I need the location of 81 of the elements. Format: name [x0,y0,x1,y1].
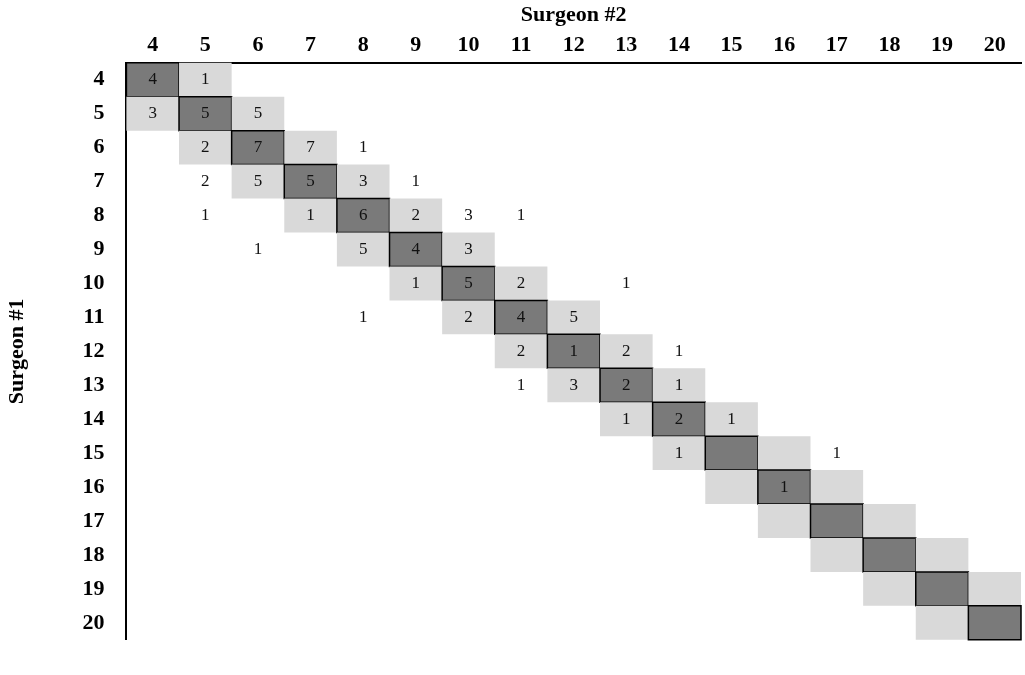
data-label: 2 [622,340,631,360]
data-label: 4 [411,238,421,258]
data-label: 5 [464,272,473,292]
x-tick-label: 9 [410,31,422,57]
y-tick-label: 15 [82,438,105,464]
data-label: 5 [253,103,263,123]
data-label: 5 [569,306,578,326]
x-tick-label: 10 [457,31,480,57]
x-tick-label: 11 [510,31,532,57]
data-label: 3 [569,374,578,394]
x-tick-label: 14 [667,31,690,57]
data-label: 3 [464,238,473,258]
y-tick-label: 20 [82,608,105,634]
x-tick-label: 20 [983,31,1006,57]
data-label: 1 [622,272,631,292]
data-label: 1 [253,238,263,258]
data-label: 4 [148,69,158,89]
data-label: 1 [201,69,210,89]
data-label: 1 [727,408,736,428]
x-tick-label: 18 [878,31,901,57]
x-tick-label: 8 [357,31,369,57]
x-tick-label: 5 [199,31,211,57]
data-label: 3 [148,103,157,123]
data-label: 1 [516,374,526,394]
x-tick-label: 4 [147,31,159,57]
y-tick-label: 13 [82,370,105,396]
data-label: 1 [779,476,789,496]
data-label: 6 [358,205,368,224]
data-label: 7 [306,137,316,157]
data-label: 2 [201,137,210,157]
x-tick-label: 6 [252,31,264,57]
data-label: 3 [464,205,473,224]
data-label: 2 [622,374,631,394]
x-axis-title: Surgeon #2 [520,0,627,26]
data-label: 1 [622,408,631,428]
data-label: 1 [674,340,684,360]
x-tick-label: 17 [825,31,848,57]
y-tick-label: 7 [93,167,105,193]
y-tick-label: 4 [93,65,105,91]
x-tick-label: 15 [720,31,743,57]
x-tick-label: 19 [931,31,954,57]
y-tick-label: 19 [82,574,105,600]
data-label: 4 [516,306,526,326]
data-label: 5 [358,238,368,258]
y-tick-label: 5 [93,99,105,125]
x-tick-label: 16 [773,31,796,57]
data-label: 2 [674,408,684,428]
y-tick-label: 11 [83,303,105,329]
y-tick-label: 6 [93,133,105,159]
data-label: 2 [464,306,473,326]
y-tick-label: 18 [82,540,105,566]
data-label: 2 [411,205,421,224]
data-label: 1 [411,272,421,292]
y-tick-label: 16 [82,472,105,498]
data-label: 1 [832,442,842,462]
y-tick-label: 9 [93,235,105,261]
data-label: 5 [253,171,263,191]
y-tick-label: 17 [82,506,105,532]
data-label: 5 [201,103,210,123]
x-tick-label: 7 [305,31,317,57]
data-label: 1 [674,374,684,394]
data-label: 2 [516,272,526,292]
data-label: 2 [201,171,210,191]
data-label: 3 [358,171,368,191]
data-label: 5 [306,171,315,191]
data-label: 2 [516,340,526,360]
y-tick-label: 14 [82,404,105,430]
data-label: 1 [358,137,368,157]
data-label: 1 [201,205,210,224]
data-label: 1 [306,205,315,224]
data-label: 1 [674,442,684,462]
x-tick-label: 12 [562,31,585,57]
x-tick-label: 13 [615,31,638,57]
data-label: 1 [411,171,421,191]
y-axis-title: Surgeon #1 [2,298,28,405]
y-tick-label: 8 [93,201,105,227]
y-tick-label: 12 [82,336,105,362]
data-label: 1 [516,205,526,224]
data-label: 1 [358,306,368,326]
data-label: 1 [569,340,578,360]
y-tick-label: 10 [82,269,105,295]
